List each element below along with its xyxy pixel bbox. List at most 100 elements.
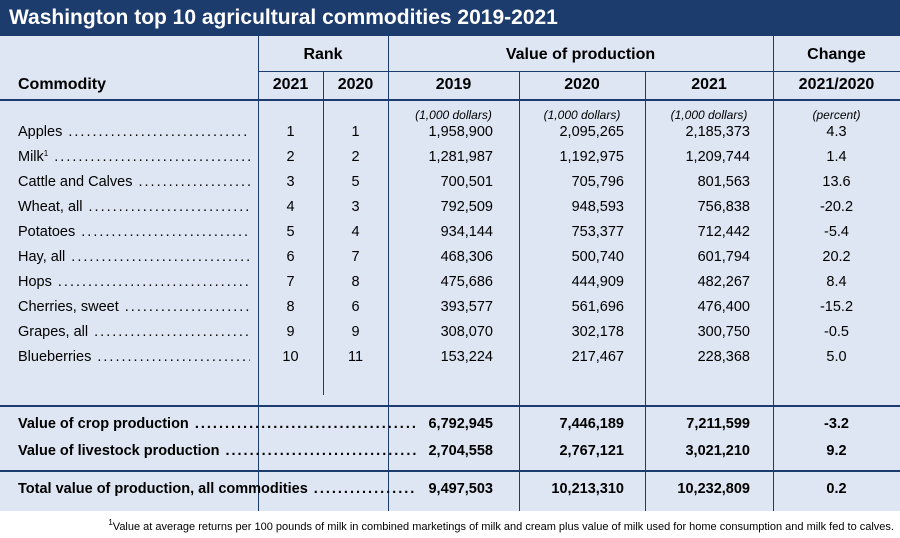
rank-2021: 10 <box>282 349 299 365</box>
dot-leader: ........................................ <box>81 224 250 240</box>
value-2019: 2,704,558 <box>428 443 493 459</box>
commodity-label: Apples <box>18 124 63 140</box>
divider <box>388 36 389 511</box>
value-2019: 934,144 <box>440 224 493 240</box>
divider <box>645 71 646 511</box>
value-2021: 712,442 <box>697 224 750 240</box>
change-percent: -15.2 <box>819 299 854 315</box>
value-2020: 561,696 <box>571 299 624 315</box>
divider <box>773 36 774 511</box>
summary-row: Value of crop production ...............… <box>0 413 900 438</box>
header-change-period: 2021/2020 <box>798 76 875 93</box>
summary-label: Value of crop production <box>18 416 189 432</box>
header-rank: Rank <box>303 46 343 63</box>
header-commodity: Commodity <box>18 76 106 93</box>
rank-2021: 3 <box>286 174 295 190</box>
table-row: Cherries, sweet ........................… <box>0 296 900 321</box>
value-2020: 10,213,310 <box>551 481 624 497</box>
value-2020: 302,178 <box>571 324 624 340</box>
footnote-text: Value at average returns per 100 pounds … <box>112 521 894 533</box>
rank-2021: 8 <box>286 299 295 315</box>
value-2019: 6,792,945 <box>428 416 493 432</box>
commodity-label: Hops <box>18 274 52 290</box>
divider <box>258 36 259 511</box>
summary-label: Value of livestock production <box>18 443 220 459</box>
value-2020: 948,593 <box>571 199 624 215</box>
header-value: Value of production <box>505 46 656 63</box>
value-2020: 7,446,189 <box>559 416 624 432</box>
commodity-name: Potatoes ...............................… <box>18 224 250 240</box>
commodity-name: Hops ...................................… <box>18 274 250 290</box>
value-2021: 801,563 <box>697 174 750 190</box>
commodity-label: Wheat, all <box>18 199 83 215</box>
value-2021: 7,211,599 <box>686 416 750 432</box>
rank-2021: 5 <box>286 224 295 240</box>
total-row: Total value of production, all commoditi… <box>0 478 900 503</box>
commodity-label: Cherries, sweet <box>18 299 119 315</box>
value-2020: 217,467 <box>571 349 624 365</box>
rank-2020: 2 <box>351 149 360 165</box>
divider <box>773 71 900 72</box>
divider <box>258 71 388 72</box>
summary-name: Value of crop production ...............… <box>18 416 416 432</box>
table-row: Apples .................................… <box>0 121 900 146</box>
page-title: Washington top 10 agricultural commoditi… <box>0 0 900 36</box>
dot-leader: ........................................ <box>71 249 250 265</box>
dot-leader: ........................................… <box>194 416 416 432</box>
total-name: Total value of production, all commoditi… <box>18 481 416 497</box>
commodity-label: Grapes, all <box>18 324 89 340</box>
dot-leader: .............................. <box>313 481 416 497</box>
rank-2021: 4 <box>286 199 295 215</box>
divider <box>323 71 324 395</box>
change-percent: 20.2 <box>822 249 851 265</box>
value-2019: 468,306 <box>440 249 493 265</box>
footnote: 1Value at average returns per 100 pounds… <box>0 512 900 533</box>
commodity-name: Apples .................................… <box>18 124 250 140</box>
unit-change: (percent) <box>812 108 861 122</box>
commodity-label: Hay, all <box>18 249 66 265</box>
value-2021: 300,750 <box>697 324 750 340</box>
rank-2021: 2 <box>286 149 295 165</box>
divider <box>519 71 520 511</box>
header-value-2021: 2021 <box>691 76 727 93</box>
commodity-label: Milk <box>18 149 44 165</box>
rank-2020: 11 <box>347 349 364 365</box>
dot-leader: ........................................ <box>88 199 251 215</box>
commodity-name: Wheat, all .............................… <box>18 199 250 215</box>
value-2019: 475,686 <box>440 274 493 290</box>
change-percent: 5.0 <box>826 349 847 365</box>
table-row: Blueberries ............................… <box>0 346 900 371</box>
commodity-name: Cattle and Calves ......................… <box>18 174 250 190</box>
value-2021: 482,267 <box>697 274 750 290</box>
rank-2020: 9 <box>351 324 360 340</box>
value-2019: 1,958,900 <box>428 124 493 140</box>
table-row: Hay, all ...............................… <box>0 246 900 271</box>
change-percent: 8.4 <box>826 274 847 290</box>
rank-2021: 7 <box>286 274 295 290</box>
value-2021: 3,021,210 <box>685 443 750 459</box>
divider <box>388 71 773 72</box>
unit-2020: (1,000 dollars) <box>543 108 621 122</box>
dot-leader: ........................................… <box>225 443 416 459</box>
summary-row: Value of livestock production ..........… <box>0 440 900 465</box>
header-value-2019: 2019 <box>435 76 472 93</box>
dot-leader: ........................................ <box>54 149 250 165</box>
change-percent: -0.5 <box>824 324 849 340</box>
table-row: Cattle and Calves ......................… <box>0 171 900 196</box>
commodity-label: Blueberries <box>18 349 92 365</box>
value-2019: 1,281,987 <box>428 149 493 165</box>
table-row: Wheat, all .............................… <box>0 196 900 221</box>
change-percent: 0.2 <box>826 481 847 497</box>
rank-2020: 7 <box>351 249 360 265</box>
table-panel: Rank Value of production Change Commodit… <box>0 36 900 511</box>
unit-2021: (1,000 dollars) <box>670 108 748 122</box>
commodity-name: Milk1 ..................................… <box>18 149 250 165</box>
value-2019: 308,070 <box>440 324 493 340</box>
rank-2020: 5 <box>351 174 360 190</box>
rank-2021: 9 <box>286 324 295 340</box>
header-rank-2020: 2020 <box>337 76 374 93</box>
change-percent: 13.6 <box>822 174 851 190</box>
commodity-name: Hay, all ...............................… <box>18 249 250 265</box>
header-value-2020: 2020 <box>564 76 600 93</box>
commodity-name: Blueberries ............................… <box>18 349 250 365</box>
